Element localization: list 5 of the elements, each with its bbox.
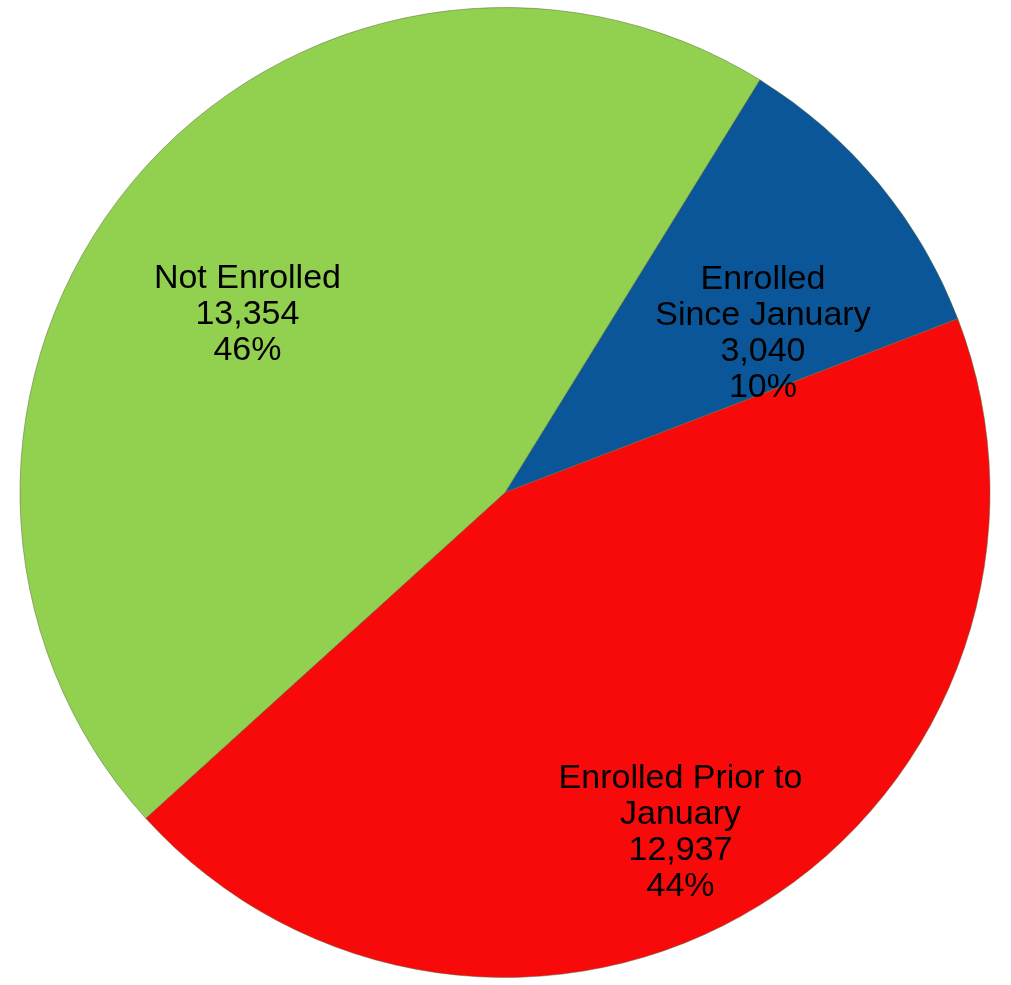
slice-label: Enrolled Since January — [655, 257, 871, 332]
data-label: 3,040 10% — [720, 329, 806, 404]
slice-label: Enrolled Prior to January — [558, 756, 803, 831]
data-label: 13,354 46% — [195, 293, 300, 368]
slice-label: Not Enrolled — [153, 257, 341, 296]
